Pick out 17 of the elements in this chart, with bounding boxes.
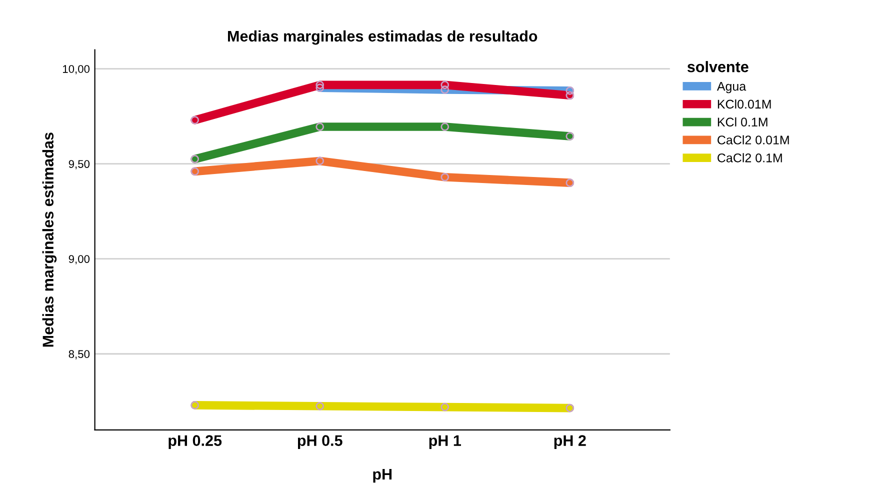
y-axis-title: Medias marginales estimadas [42,132,57,347]
legend-label: CaCl2 0.01M [718,135,789,144]
legend-label: KCl0.01M [718,99,771,109]
legend-label: CaCl2 0.1M [718,153,782,162]
x-tick-label: pH 2 [554,435,586,449]
chart-title: Medias marginales estimadas de resultado [228,30,538,45]
x-tick-label: pH 1 [429,435,462,449]
x-axis-title: pH [373,469,392,483]
legend-title: solvente [687,61,748,72]
x-tick-label: pH 0.25 [168,435,222,449]
legend-label: KCl 0.1M [718,117,768,127]
legend-label: Agua [716,82,746,94]
y-tick-label: 9,50 [68,160,90,170]
y-tick-label: 10,00 [63,65,90,74]
y-tick-label: 8,50 [68,350,90,360]
x-tick-label: pH 0.5 [298,435,342,449]
y-tick-label: 9,00 [68,255,90,264]
